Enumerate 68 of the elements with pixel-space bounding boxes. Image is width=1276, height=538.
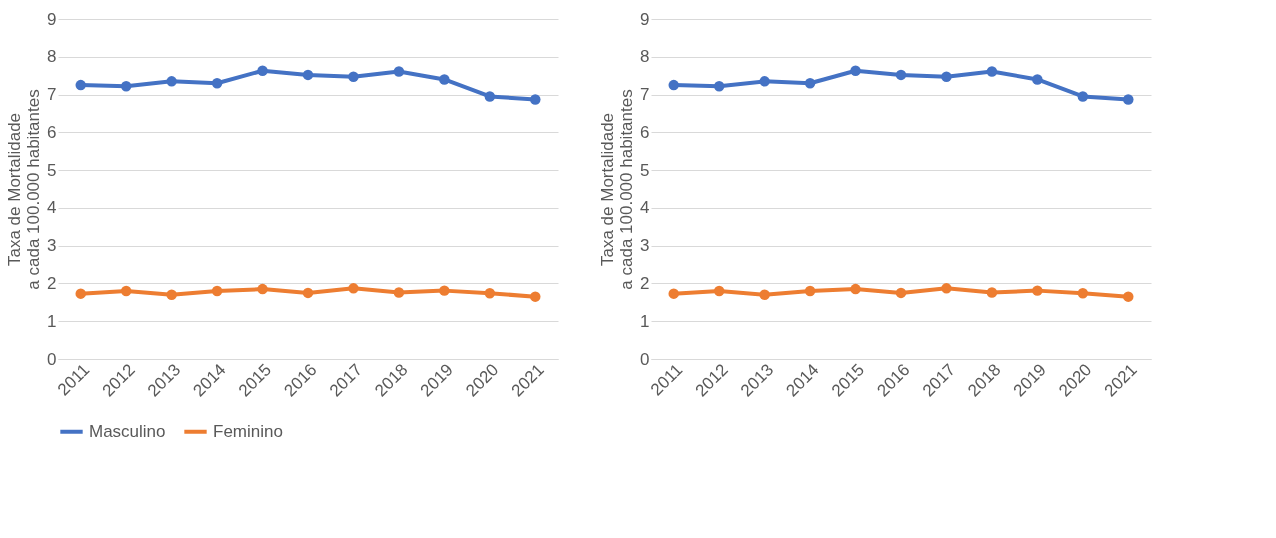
- point: [75, 79, 86, 91]
- point: [986, 66, 998, 77]
- y-axis-title: Taxa de Mortalidade a cada 100.000 habitantes: [598, 89, 637, 290]
- point: [530, 291, 541, 302]
- point: [75, 288, 86, 299]
- point: [166, 289, 177, 301]
- y-tick-label: 1: [47, 311, 57, 331]
- point: [166, 76, 177, 87]
- point: [257, 283, 268, 295]
- point: [530, 94, 541, 105]
- point: [713, 81, 725, 92]
- point: [986, 287, 998, 298]
- y-axis-title: Taxa de Mortalidade a cada 100.000 habitantes: [5, 89, 44, 290]
- y-tick-label: 3: [640, 236, 650, 256]
- point: [895, 287, 907, 299]
- point: [302, 287, 314, 299]
- point: [668, 79, 679, 91]
- point: [941, 283, 952, 294]
- point: [759, 76, 770, 87]
- y-tick-label: 6: [47, 122, 57, 142]
- y-tick-label: 3: [47, 236, 57, 256]
- y-tick-label: 1: [640, 311, 650, 331]
- y-tick-label: 0: [640, 349, 650, 369]
- point: [1032, 285, 1043, 296]
- y-tick-label: 7: [640, 85, 650, 105]
- point: [759, 289, 770, 301]
- point: [1123, 291, 1134, 302]
- y-tick-label: 9: [47, 9, 57, 29]
- y-tick-label: 4: [640, 198, 650, 218]
- point: [668, 288, 679, 299]
- y-tick-label: 2: [47, 273, 57, 293]
- point: [1032, 74, 1043, 85]
- y-tick-label: 5: [640, 160, 650, 180]
- point: [484, 91, 496, 102]
- y-tick-label: 4: [47, 198, 57, 218]
- point: [804, 285, 816, 297]
- point: [211, 77, 223, 89]
- point: [393, 287, 405, 298]
- point: [120, 81, 132, 92]
- point: [1077, 91, 1089, 102]
- point: [257, 65, 268, 76]
- point: [941, 71, 952, 83]
- point: [895, 69, 907, 81]
- y-tick-label: 8: [47, 47, 57, 67]
- point: [713, 285, 725, 297]
- legend-label: Feminino: [213, 421, 283, 441]
- y-tick-label: 7: [47, 85, 57, 105]
- y-tick-label: 2: [640, 273, 650, 293]
- point: [1123, 94, 1134, 105]
- point: [348, 283, 359, 294]
- point: [850, 283, 861, 295]
- point: [348, 71, 359, 83]
- point: [439, 74, 450, 85]
- point: [1077, 288, 1089, 299]
- point: [804, 77, 816, 89]
- y-tick-label: 6: [640, 122, 650, 142]
- y-tick-label: 5: [47, 160, 57, 180]
- point: [439, 285, 450, 296]
- point: [484, 288, 496, 299]
- legend-label: Masculino: [89, 421, 166, 441]
- point: [120, 285, 132, 297]
- point: [850, 65, 861, 76]
- y-tick-label: 8: [640, 47, 650, 67]
- point: [211, 285, 223, 297]
- y-tick-label: 9: [640, 9, 650, 29]
- point: [393, 66, 405, 77]
- y-tick-label: 0: [47, 349, 57, 369]
- point: [302, 69, 314, 81]
